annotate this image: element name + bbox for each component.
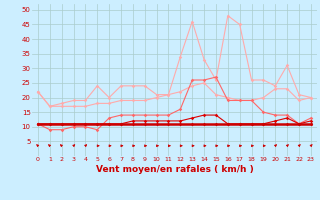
X-axis label: Vent moyen/en rafales ( km/h ): Vent moyen/en rafales ( km/h ) — [96, 165, 253, 174]
